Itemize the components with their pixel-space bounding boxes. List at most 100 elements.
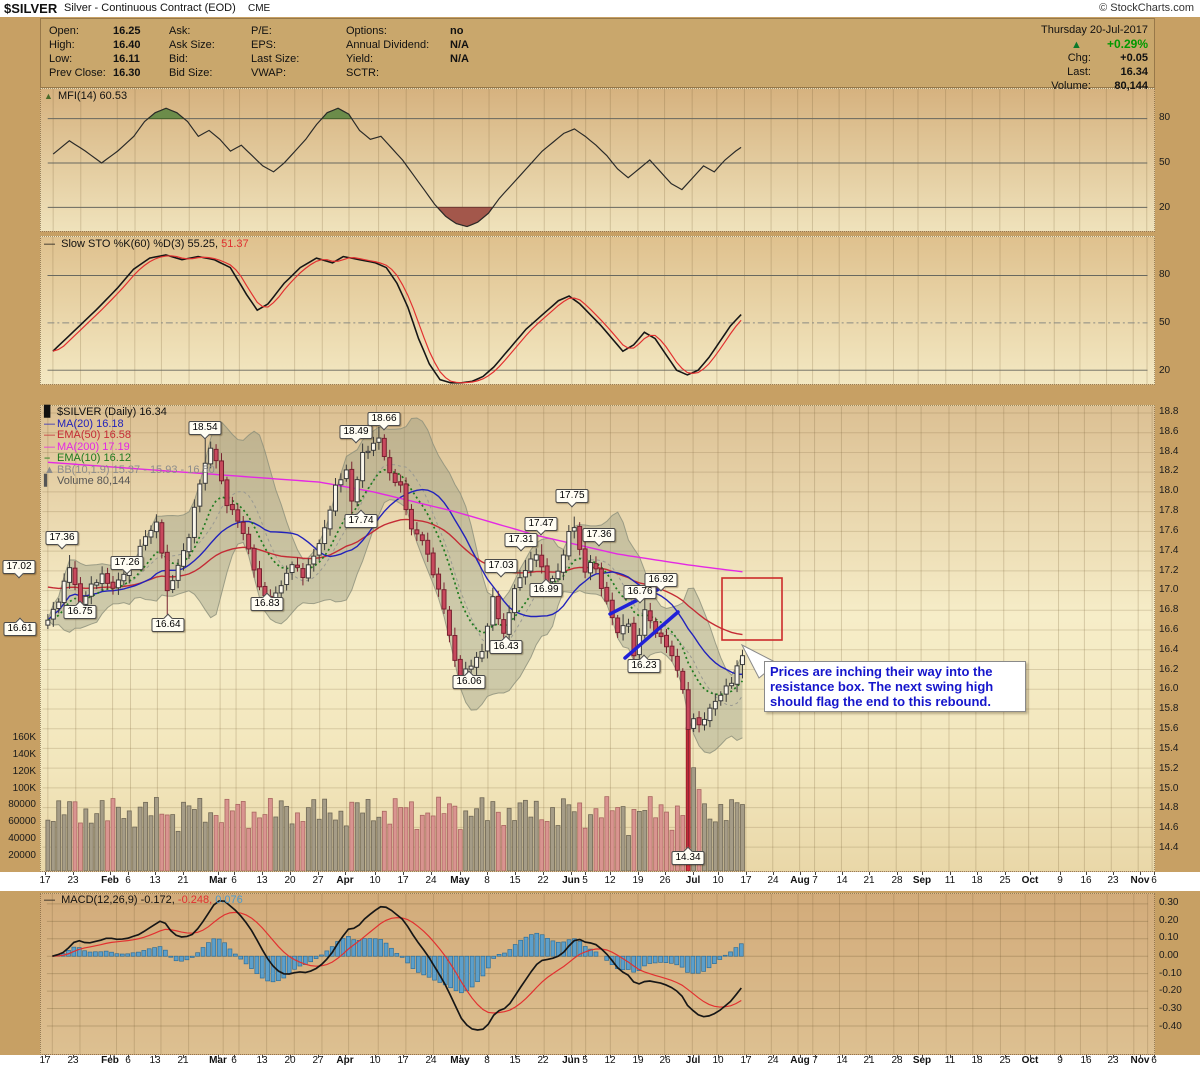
price-axis-tick: 18.8: [1159, 406, 1179, 417]
date-axis-label: Oct: [1021, 875, 1039, 886]
price-swing-label: 17.74: [344, 514, 378, 528]
date-axis-label: 9: [1057, 1055, 1063, 1066]
date-axis-tickmark: [1086, 1055, 1087, 1058]
price-axis-tick: 16.0: [1159, 683, 1179, 695]
price-swing-label: 16.83: [250, 597, 284, 611]
date-axis-tickmark: [815, 1055, 816, 1058]
quote-summary-panel: Thursday 20-Jul-2017 ▲ +0.29% Chg: +0.05…: [40, 18, 1155, 92]
date-axis-tickmark: [45, 872, 46, 875]
date-axis-label: 10: [369, 875, 381, 886]
change-percent: +0.29%: [1106, 37, 1148, 51]
date-axis-label: Jul: [685, 1055, 701, 1066]
date-axis-label: 23: [1107, 875, 1119, 886]
price-axis-tick: 17.2: [1159, 564, 1179, 576]
quote-field-label: Yield:: [346, 53, 374, 65]
date-axis-label: 21: [177, 875, 189, 886]
legend-item: ▍ Volume 80,144: [44, 475, 215, 488]
price-axis-tick: 16.2: [1159, 663, 1179, 675]
volume-axis-tick: 40000: [8, 833, 36, 845]
date-axis-label: 19: [632, 875, 644, 886]
macd-axis-tick: -0.40: [1159, 1020, 1182, 1032]
volume-value: 80,144: [1114, 80, 1148, 92]
date-axis-tickmark: [746, 1055, 747, 1058]
quote-field-label: Ask:: [169, 25, 191, 37]
analyst-annotation: Prices are inching their way into the re…: [764, 661, 1026, 712]
quote-field-label: Last Size:: [251, 53, 300, 65]
quote-last-row: Last: 16.34: [1041, 65, 1148, 79]
macd-axis-tick: -0.30: [1159, 1002, 1182, 1014]
quote-column-1: Ask: Ask Size: Bid: Bid Size:: [169, 24, 249, 80]
sto-axis-tick: 50: [1159, 317, 1171, 328]
quote-row: Options: no: [346, 24, 469, 38]
date-axis-tickmark: [487, 1055, 488, 1058]
macd-axis-tick: 0.20: [1159, 914, 1179, 926]
date-axis-tickmark: [638, 872, 639, 875]
volume-label: Volume:: [1051, 80, 1091, 92]
legend-item-text: Volume 80,144: [57, 475, 131, 487]
date-axis-tickmark: [1113, 872, 1114, 875]
date-axis-tickmark: [73, 1055, 74, 1058]
price-swing-label: 17.47: [524, 517, 558, 531]
price-axis-tick: 14.8: [1159, 802, 1179, 814]
price-swing-label: 16.92: [644, 573, 678, 587]
line-dash-icon: —: [44, 894, 59, 906]
date-axis-label: 27: [312, 1055, 324, 1066]
date-axis-label: 9: [1057, 875, 1063, 886]
date-axis-tickmark: [1060, 1055, 1061, 1058]
date-axis-tickmark: [290, 1055, 291, 1058]
date-axis-tickmark: [746, 872, 747, 875]
date-axis-label: Mar: [209, 875, 227, 886]
date-axis-label: 13: [256, 1055, 268, 1066]
date-axis-tickmark: [1154, 872, 1155, 875]
date-axis-label: 24: [425, 1055, 437, 1066]
quote-chg-row: Chg: +0.05: [1041, 51, 1148, 65]
price-swing-label: 16.43: [489, 640, 523, 654]
date-axis-tickmark: [1060, 872, 1061, 875]
date-axis-tickmark: [693, 872, 694, 875]
date-axis-label: 24: [425, 875, 437, 886]
mfi-icon: ▲: [44, 91, 53, 101]
quote-field-label: Annual Dividend:: [346, 39, 430, 51]
quote-column-0: Open: 16.25 High: 16.40 Low: 16.11 Prev Close:…: [49, 24, 141, 80]
price-axis-tick: 18.6: [1159, 425, 1179, 437]
quote-field-label: SCTR:: [346, 67, 379, 79]
date-axis-label: 22: [537, 1055, 549, 1066]
date-axis-label: 17: [397, 1055, 409, 1066]
legend-swatch-icon: —: [44, 417, 55, 430]
date-axis-tickmark: [718, 872, 719, 875]
quote-field-value: no: [450, 25, 464, 37]
legend-item-text: MA(200) 17.19: [57, 440, 130, 453]
date-axis-label: 25: [999, 1055, 1011, 1066]
quote-row: Last Size:: [251, 52, 341, 66]
date-axis-lower: 17 23 Feb 6 13 21 Mar 6 13 20 27 Apr 10 17 24 May 8 15 22 J…: [0, 1055, 1200, 1067]
title-bar: $SILVER Silver - Continuous Contract (EO…: [0, 0, 1200, 17]
date-axis-tickmark: [922, 872, 923, 875]
price-axis-tick: 17.6: [1159, 524, 1179, 536]
macd-label-text: MACD(12,26,9) -0.172,: [61, 894, 175, 906]
last-value: 16.34: [1120, 66, 1148, 78]
legend-swatch-icon: —: [44, 429, 55, 441]
date-axis-label: 20: [284, 1055, 296, 1066]
legend-item: ▲ BB(10,1.9) 15.37 - 15.93 - 16.50: [44, 464, 215, 477]
legend-item: ▊ $SILVER (Daily) 16.34: [44, 406, 215, 419]
date-axis-tickmark: [977, 872, 978, 875]
date-axis-tickmark: [218, 872, 219, 875]
date-axis-tickmark: [543, 1055, 544, 1058]
price-axis-tick: 16.8: [1159, 604, 1179, 616]
quote-date: Thursday 20-Jul-2017: [1040, 24, 1148, 36]
date-axis-tickmark: [234, 872, 235, 875]
price-panel: [40, 405, 1155, 872]
quote-field-value: 16.30: [113, 67, 141, 79]
date-axis-label: 28: [891, 1055, 903, 1066]
date-axis-tickmark: [183, 1055, 184, 1058]
date-axis-label: 21: [177, 1055, 189, 1066]
date-axis-tickmark: [800, 1055, 801, 1058]
quote-field-label: Bid:: [169, 53, 188, 65]
stochastic-panel: [40, 236, 1155, 385]
macd-hist-value: 0.076: [215, 894, 243, 906]
chg-value: +0.05: [1120, 52, 1148, 64]
date-axis-tickmark: [110, 872, 111, 875]
price-axis-tick: 15.8: [1159, 703, 1179, 715]
price-axis-tick: 15.2: [1159, 762, 1179, 774]
quote-field-value: 16.40: [113, 39, 141, 51]
